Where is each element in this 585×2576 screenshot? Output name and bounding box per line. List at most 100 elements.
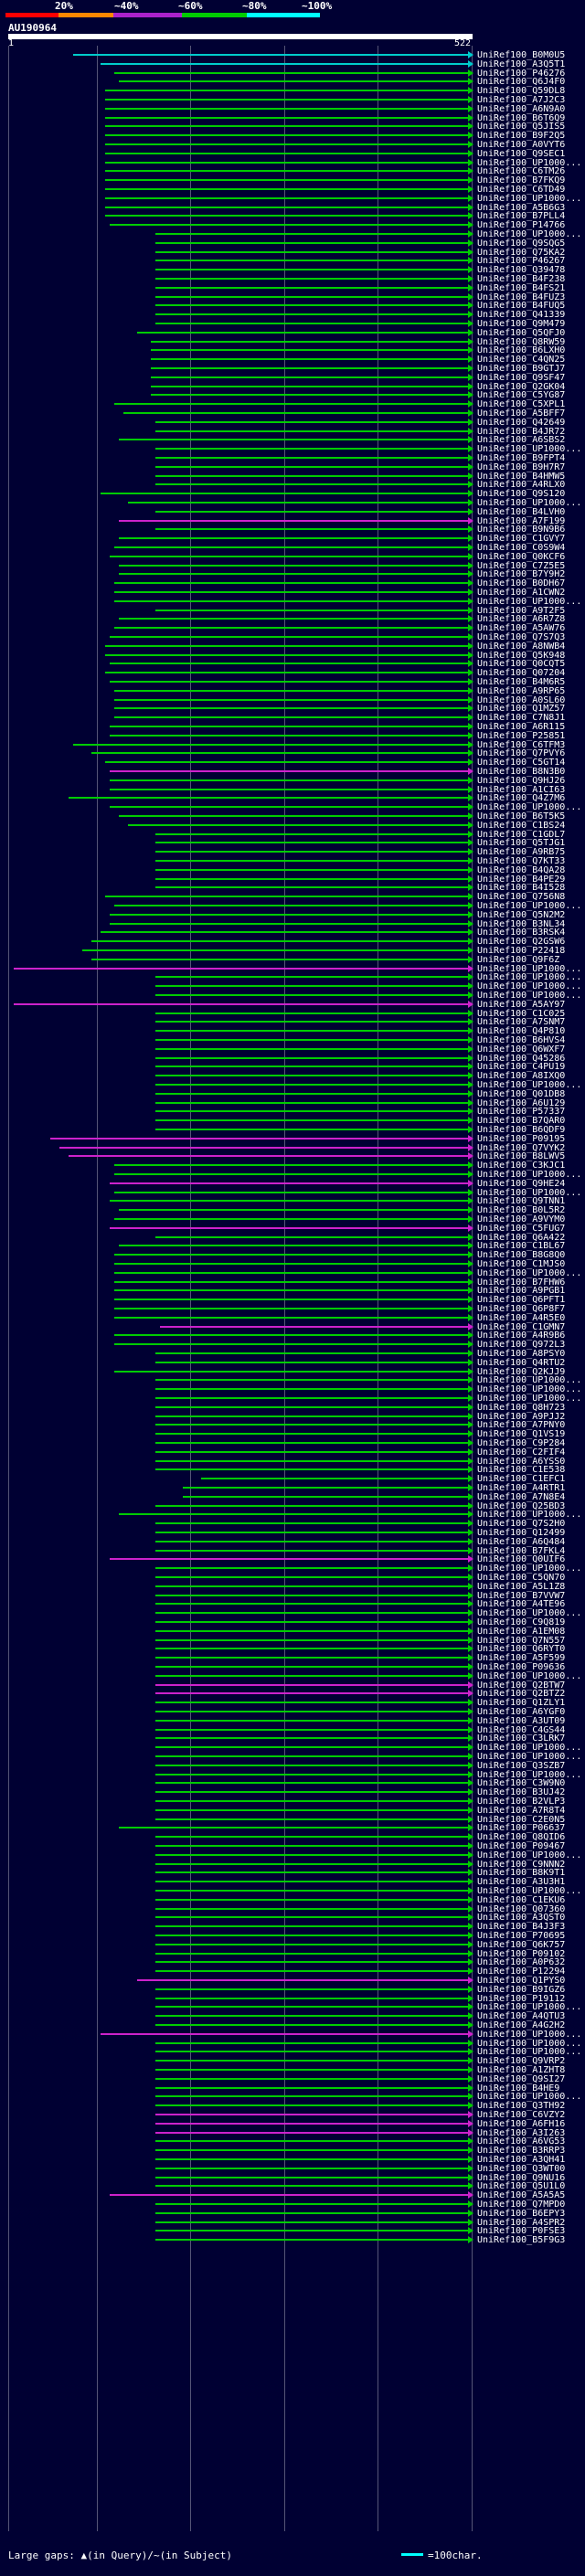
hit-link[interactable]: UniRef100_B7QAR0 bbox=[477, 1116, 566, 1127]
hit-bar[interactable] bbox=[110, 734, 468, 737]
hit-bar[interactable] bbox=[91, 958, 468, 960]
hit-bar[interactable] bbox=[155, 1468, 468, 1471]
hit-bar[interactable] bbox=[155, 2060, 468, 2062]
hit-link[interactable]: UniRef100_Q0UIF6 bbox=[477, 1554, 566, 1565]
hit-bar[interactable] bbox=[155, 474, 468, 477]
hit-link[interactable]: UniRef100_UP1000... bbox=[477, 498, 582, 508]
hit-link[interactable]: UniRef100_A9PGB1 bbox=[477, 1286, 566, 1297]
hit-bar[interactable] bbox=[155, 1674, 468, 1677]
hit-link[interactable]: UniRef100_C9NNN2 bbox=[477, 1859, 566, 1870]
hit-link[interactable]: UniRef100_Q6RYT0 bbox=[477, 1644, 566, 1655]
hit-link[interactable]: UniRef100_Q3WT00 bbox=[477, 2163, 566, 2174]
hit-bar[interactable] bbox=[105, 672, 468, 674]
hit-bar[interactable] bbox=[155, 1459, 468, 1462]
hit-bar[interactable] bbox=[114, 1191, 468, 1193]
hit-link[interactable]: UniRef100_Q8H723 bbox=[477, 1402, 566, 1413]
hit-bar[interactable] bbox=[155, 1629, 468, 1632]
hit-link[interactable]: UniRef100_C6TM26 bbox=[477, 166, 566, 177]
hit-bar[interactable] bbox=[155, 286, 468, 289]
hit-link[interactable]: UniRef100_Q9HJ26 bbox=[477, 775, 566, 786]
hit-bar[interactable] bbox=[151, 385, 468, 387]
hit-link[interactable]: UniRef100_UP1000... bbox=[477, 2029, 582, 2040]
hit-link[interactable]: UniRef100_B9FPT4 bbox=[477, 453, 566, 463]
hit-bar[interactable] bbox=[155, 1397, 468, 1399]
hit-link[interactable]: UniRef100_P57337 bbox=[477, 1107, 566, 1118]
hit-bar[interactable] bbox=[155, 1683, 468, 1686]
hit-bar[interactable] bbox=[114, 689, 468, 692]
hit-link[interactable]: UniRef100_UP1000... bbox=[477, 972, 582, 983]
hit-link[interactable]: UniRef100_A4QTU3 bbox=[477, 2011, 566, 2022]
hit-link[interactable]: UniRef100_P0FSE3 bbox=[477, 2226, 566, 2237]
hit-bar[interactable] bbox=[155, 2211, 468, 2214]
hit-link[interactable]: UniRef100_Q2KJJ9 bbox=[477, 1366, 566, 1377]
hit-bar[interactable] bbox=[105, 188, 468, 190]
hit-bar[interactable] bbox=[155, 1961, 468, 1964]
hit-link[interactable]: UniRef100_P46276 bbox=[477, 68, 566, 79]
hit-link[interactable]: UniRef100_C1MJS0 bbox=[477, 1259, 566, 1269]
hit-link[interactable]: UniRef100_C4GS44 bbox=[477, 1724, 566, 1735]
hit-bar[interactable] bbox=[151, 376, 468, 378]
hit-bar[interactable] bbox=[137, 331, 468, 334]
hit-link[interactable]: UniRef100_UP1000... bbox=[477, 1564, 582, 1574]
hit-bar[interactable] bbox=[105, 761, 468, 764]
hit-link[interactable]: UniRef100_B8G8Q0 bbox=[477, 1250, 566, 1261]
hit-link[interactable]: UniRef100_Q9S120 bbox=[477, 489, 566, 500]
hit-bar[interactable] bbox=[110, 681, 468, 683]
hit-link[interactable]: UniRef100_A6YGF0 bbox=[477, 1707, 566, 1717]
hit-bar[interactable] bbox=[155, 1433, 468, 1436]
hit-bar[interactable] bbox=[155, 2006, 468, 2009]
hit-bar[interactable] bbox=[155, 2114, 468, 2115]
hit-bar[interactable] bbox=[119, 439, 468, 441]
hit-link[interactable]: UniRef100_Q9SEC1 bbox=[477, 148, 566, 159]
hit-bar[interactable] bbox=[119, 1827, 468, 1829]
hit-link[interactable]: UniRef100_C0S9W4 bbox=[477, 543, 566, 553]
hit-bar[interactable] bbox=[155, 2140, 468, 2143]
hit-bar[interactable] bbox=[155, 1084, 468, 1086]
hit-bar[interactable] bbox=[155, 1719, 468, 1722]
hit-bar[interactable] bbox=[155, 1952, 468, 1955]
hit-link[interactable]: UniRef100_B4F238 bbox=[477, 274, 566, 284]
hit-bar[interactable] bbox=[105, 125, 468, 128]
hit-bar[interactable] bbox=[110, 224, 468, 227]
hit-link[interactable]: UniRef100_P09467 bbox=[477, 1841, 566, 1851]
hit-link[interactable]: UniRef100_C9P284 bbox=[477, 1438, 566, 1448]
hit-link[interactable]: UniRef100_A5AY97 bbox=[477, 999, 566, 1010]
hit-bar[interactable] bbox=[114, 716, 468, 719]
hit-link[interactable]: UniRef100_B6HVS4 bbox=[477, 1035, 566, 1045]
hit-link[interactable]: UniRef100_C1GVY7 bbox=[477, 534, 566, 545]
hit-bar[interactable] bbox=[201, 1478, 468, 1480]
hit-link[interactable]: UniRef100_C3LRK7 bbox=[477, 1733, 566, 1744]
hit-bar[interactable] bbox=[155, 2203, 468, 2205]
hit-bar[interactable] bbox=[82, 949, 468, 951]
hit-link[interactable]: UniRef100_A0VYT6 bbox=[477, 140, 566, 150]
hit-bar[interactable] bbox=[155, 2239, 468, 2242]
hit-bar[interactable] bbox=[128, 502, 468, 504]
hit-link[interactable]: UniRef100_Q8QID6 bbox=[477, 1832, 566, 1843]
hit-bar[interactable] bbox=[155, 1621, 468, 1623]
hit-link[interactable]: UniRef100_A5B6G3 bbox=[477, 202, 566, 213]
hit-link[interactable]: UniRef100_P09636 bbox=[477, 1662, 566, 1672]
hit-bar[interactable] bbox=[114, 1218, 468, 1220]
hit-bar[interactable] bbox=[155, 1056, 468, 1059]
hit-link[interactable]: UniRef100_B9GTJ7 bbox=[477, 364, 566, 374]
hit-bar[interactable] bbox=[114, 905, 468, 906]
hit-link[interactable]: UniRef100_Q9NU16 bbox=[477, 2172, 566, 2183]
hit-link[interactable]: UniRef100_UP1000... bbox=[477, 1752, 582, 1762]
hit-link[interactable]: UniRef100_C1E538 bbox=[477, 1465, 566, 1476]
hit-bar[interactable] bbox=[155, 2167, 468, 2169]
hit-bar[interactable] bbox=[155, 1836, 468, 1839]
hit-link[interactable]: UniRef100_A6SBS2 bbox=[477, 435, 566, 446]
hit-link[interactable]: UniRef100_B7Y9H2 bbox=[477, 569, 566, 580]
hit-link[interactable]: UniRef100_Q9HE24 bbox=[477, 1178, 566, 1189]
hit-link[interactable]: UniRef100_B7PLL4 bbox=[477, 211, 566, 222]
hit-bar[interactable] bbox=[101, 2032, 468, 2035]
hit-bar[interactable] bbox=[110, 2194, 468, 2197]
hit-bar[interactable] bbox=[105, 644, 468, 647]
hit-bar[interactable] bbox=[151, 340, 468, 343]
hit-bar[interactable] bbox=[105, 107, 468, 110]
hit-link[interactable]: UniRef100_UP1000... bbox=[477, 1670, 582, 1681]
hit-bar[interactable] bbox=[119, 1245, 468, 1247]
hit-bar[interactable] bbox=[105, 116, 468, 119]
hit-bar[interactable] bbox=[155, 528, 468, 531]
hit-bar[interactable] bbox=[155, 2221, 468, 2223]
